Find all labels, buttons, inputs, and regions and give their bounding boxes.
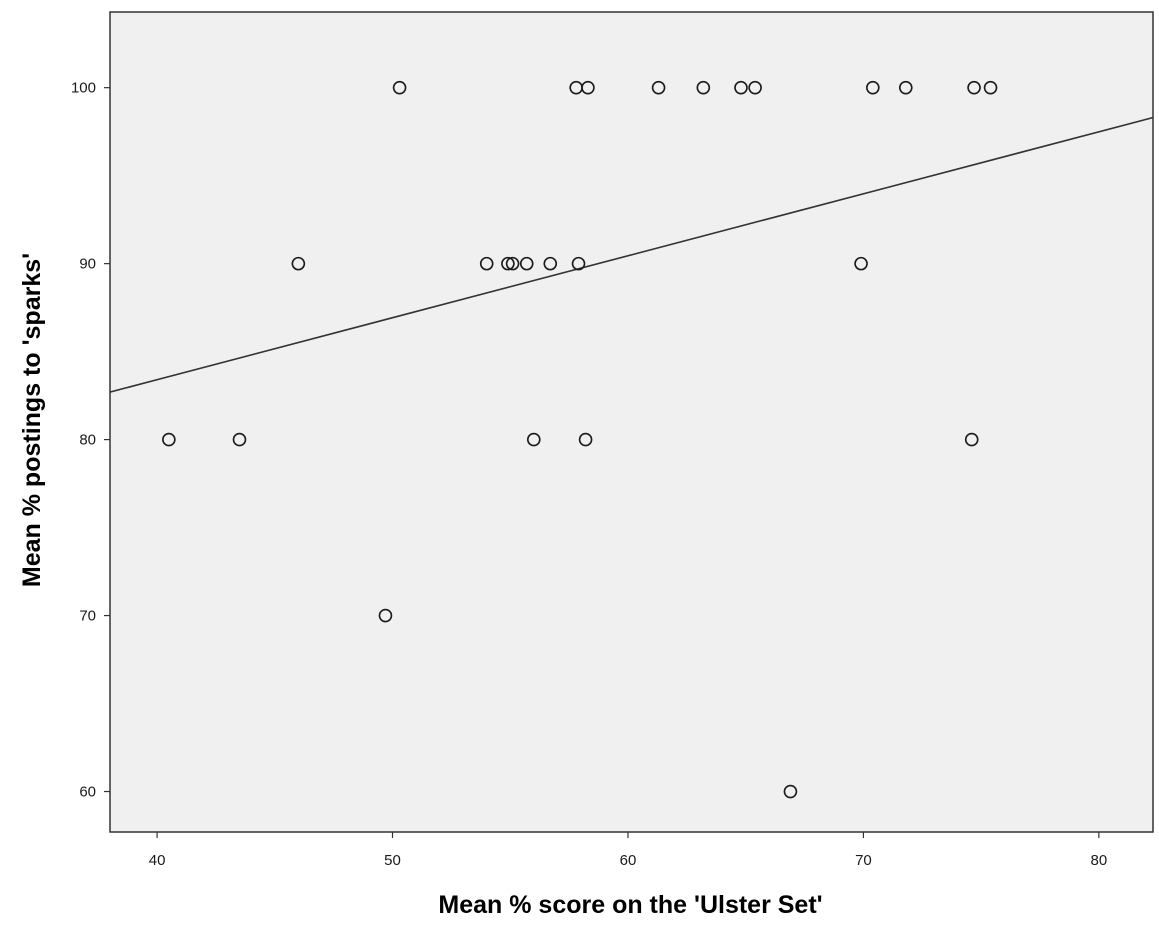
fit-line (110, 116, 1153, 393)
plot-area (109, 11, 1154, 833)
data-point (696, 80, 711, 95)
data-point (526, 432, 541, 447)
y-tick-label: 80 (79, 432, 96, 449)
data-point (651, 80, 666, 95)
data-point (392, 80, 407, 95)
data-point (866, 80, 880, 95)
x-axis-title: Mean % score on the 'Ulster Set' (438, 891, 822, 919)
x-tick-label: 80 (1091, 852, 1108, 869)
data-point (378, 608, 393, 623)
x-tick-label: 60 (620, 852, 637, 869)
y-axis-title: Mean % postings to 'sparks' (18, 253, 46, 587)
data-point (479, 256, 494, 271)
x-tick-label: 40 (149, 852, 166, 869)
points-layer (162, 80, 998, 799)
data-point (578, 432, 593, 447)
data-point (505, 256, 520, 271)
data-point (162, 432, 176, 447)
data-point (898, 80, 913, 95)
data-point (232, 432, 247, 447)
fit-line-layer (110, 116, 1153, 393)
data-point (783, 784, 798, 799)
data-point (581, 80, 595, 95)
data-point (519, 256, 534, 271)
axes-layer: 40 50 60 70 80 60 70 80 90 100 (71, 80, 1107, 869)
data-point (964, 432, 979, 447)
y-tick-label: 60 (79, 784, 96, 801)
data-point (543, 256, 558, 271)
data-point (748, 80, 762, 95)
y-tick-label: 90 (79, 256, 96, 273)
x-tick-label: 50 (384, 852, 401, 869)
data-point (501, 256, 515, 271)
data-point (967, 80, 981, 95)
data-point (854, 256, 868, 271)
x-tick-label: 70 (855, 852, 872, 869)
y-tick-label: 100 (71, 80, 96, 97)
data-point (734, 80, 748, 95)
data-point (571, 256, 586, 271)
data-point (291, 256, 306, 271)
y-tick-label: 70 (79, 608, 96, 625)
data-point (983, 80, 998, 95)
